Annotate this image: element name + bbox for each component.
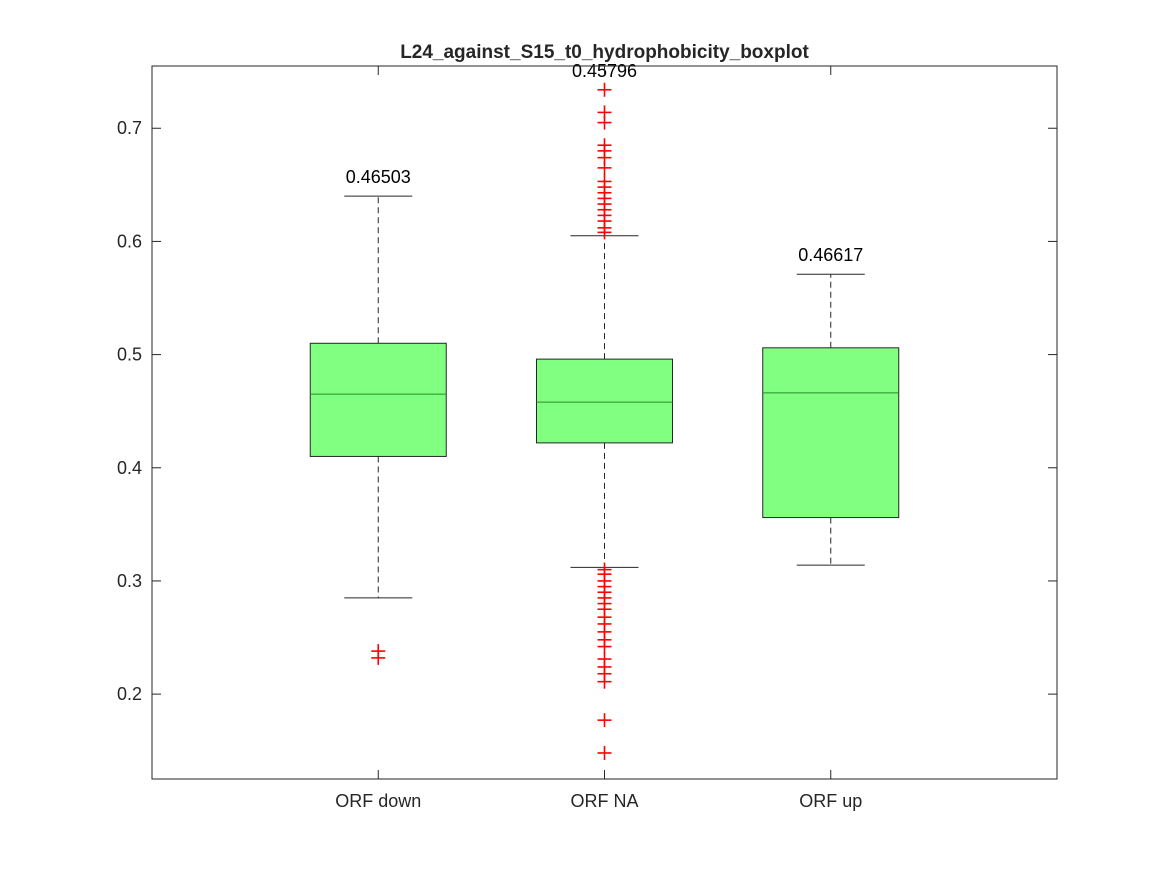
median-value-label: 0.46503: [346, 167, 411, 187]
y-tick-label: 0.4: [117, 458, 142, 478]
outlier-marker: [371, 644, 386, 659]
x-tick-label: ORF up: [799, 791, 862, 811]
outlier-marker: [597, 105, 612, 120]
outlier-marker: [597, 713, 612, 728]
median-value-label: 0.46617: [798, 245, 863, 265]
outlier-marker: [597, 138, 612, 153]
y-tick-label: 0.5: [117, 345, 142, 365]
outlier-marker: [597, 174, 612, 189]
box-group-2: 0.46617: [762, 245, 900, 566]
y-tick-label: 0.7: [117, 118, 142, 138]
y-tick-label: 0.3: [117, 571, 142, 591]
axes-layer: ORF down ORF NA ORF up 0.2 0.3 0.4 0.5 0.6 0.7: [117, 66, 1057, 811]
chart-title: L24_against_S15_t0_hydrophobicity_boxplo…: [400, 42, 809, 63]
iqr-box: [309, 342, 447, 457]
x-tick-label: ORF NA: [570, 791, 638, 811]
iqr-box: [536, 358, 673, 444]
outlier-marker: [597, 652, 612, 667]
outlier-marker: [597, 562, 612, 577]
outlier-marker: [597, 745, 612, 760]
plot-frame: [151, 65, 1058, 780]
outlier-marker: [597, 82, 612, 97]
y-tick-label: 0.6: [117, 231, 142, 251]
box-group-0: 0.46503: [309, 167, 447, 665]
iqr-box: [762, 347, 900, 519]
y-tick-label: 0.2: [117, 684, 142, 704]
x-tick-label: ORF down: [335, 791, 421, 811]
